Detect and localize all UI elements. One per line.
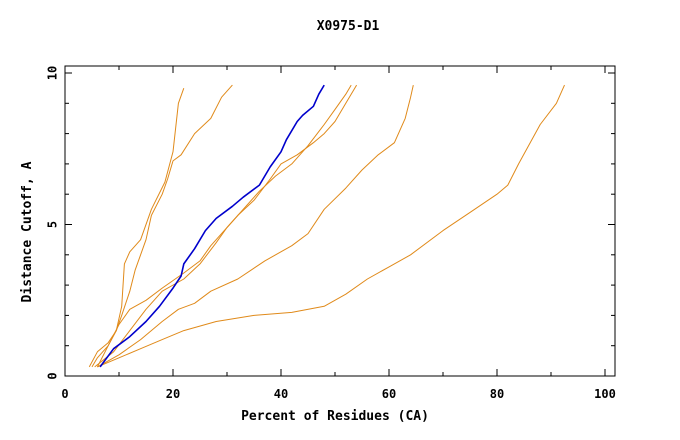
series-line (88, 88, 185, 368)
series-line-highlight (99, 84, 325, 368)
x-axis-label: Percent of Residues (CA) (241, 409, 429, 424)
x-tick-label: 0 (61, 387, 68, 401)
plot-area: 0 20 40 60 80 100 0 5 10 (46, 65, 616, 401)
series-line (91, 84, 233, 368)
x-tick-label: 20 (166, 387, 180, 401)
chart-title: X0975-D1 (317, 19, 380, 34)
x-tick-label: 100 (594, 387, 616, 401)
series-line (96, 84, 352, 368)
x-tick-label: 80 (490, 387, 504, 401)
y-axis-label: Distance Cutoff, A (20, 161, 35, 302)
x-tick-label: 60 (382, 387, 396, 401)
y-tick-label: 5 (46, 221, 60, 228)
y-tick-label: 10 (46, 66, 60, 80)
y-tick-label: 0 (46, 372, 60, 379)
x-tick-label: 40 (274, 387, 288, 401)
series-line (97, 84, 565, 368)
series-line (94, 84, 358, 368)
plot-frame (64, 65, 616, 377)
series-line (97, 84, 414, 368)
